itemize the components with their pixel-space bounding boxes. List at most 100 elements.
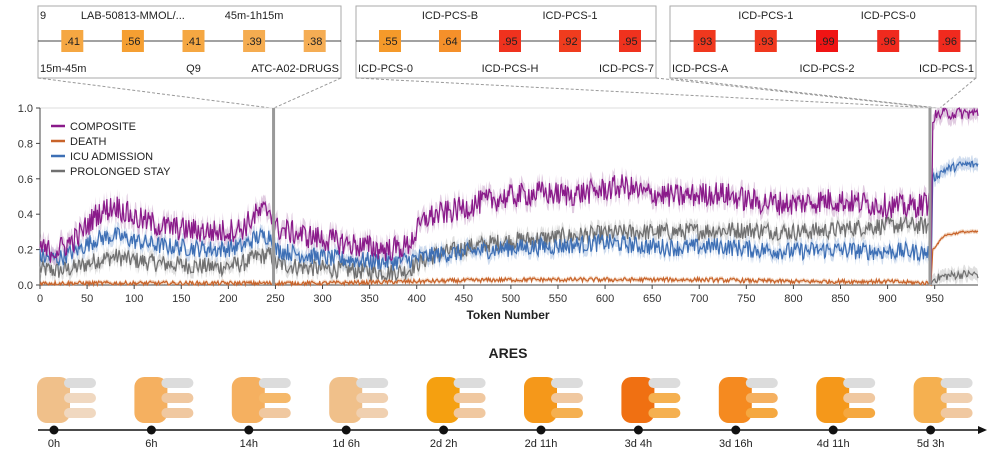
ares-main-block [231,377,265,423]
callout-bottom-label: ICD-PCS-7 [599,63,654,75]
timeline-dot [731,425,741,435]
callout-token-value: .96 [942,36,957,48]
callout-top-label: ICD-PCS-1 [738,10,793,22]
vertical-markers [272,108,932,285]
callout-top-label: ICD-PCS-1 [542,10,597,22]
callout-token-value: .92 [562,36,577,48]
callout-top-label: 9 [40,10,46,22]
callout-token-cell [61,30,84,52]
callout-token-cell [121,30,144,52]
callout-token-cell [816,30,838,52]
callout-token-value: .39 [246,36,261,48]
callout-bottom-label: ICD-PCS-0 [358,63,413,75]
ares-timeline: ARES 0h 6h 14h 1d 6h 2d 2h 2d 11h 3d 4h 3d 16h 4… [37,345,987,450]
callout-token-cell [303,30,326,52]
callout-token-cell [693,30,716,52]
ares-bar [940,393,973,403]
ares-bar [551,378,583,388]
ares-bar [453,408,486,418]
callout-connector [669,77,939,109]
timeline-dot [341,425,351,435]
ares-step: 3d 16h [718,377,778,450]
axes: 0.0 0.2 0.4 0.6 0.8 1.0 0 50 100 150 200 250 300 350 4… [18,103,978,305]
callout-token-value: .99 [819,36,834,48]
ares-bar [258,378,291,388]
callout-token-cell [243,30,266,52]
legend-entry: PROLONGED STAY [70,166,171,178]
x-tick-label: 550 [549,293,567,305]
x-tick-label: 850 [831,293,849,305]
y-tick-label: 1.0 [18,103,33,115]
timeline-label: 2d 11h [525,438,558,450]
callout-connector [655,77,937,109]
ares-main-block [621,377,655,423]
legend-entry: COMPOSITE [70,121,136,133]
x-tick-label: 450 [455,293,473,305]
ares-step: 3d 4h [621,377,681,450]
timeline-dot [828,425,838,435]
ares-title: ARES [489,345,528,361]
x-tick-label: 700 [690,293,708,305]
callout-connector [273,77,342,109]
ares-main-block [37,377,70,423]
x-tick-label: 800 [784,293,802,305]
callout-token-value: .93 [697,36,712,48]
timeline-dot [244,425,254,435]
callout-token-cell [559,30,581,52]
ares-bar [648,393,681,403]
ares-bar [745,378,778,388]
timeline-dot [146,425,156,435]
timeline-dot [439,425,449,435]
x-tick-label: 950 [925,293,943,305]
callout-top-label: ICD-PCS-0 [861,10,916,22]
callout-token-value: .96 [881,36,896,48]
y-tick-label: 0.8 [18,138,33,150]
ares-main-block [524,377,557,423]
x-axis-label: Token Number [466,308,549,322]
callouts: .41 .56 .41 .39 .38 9 LAB-50813-MMOL/... 45m-1h… [37,5,977,109]
x-tick-label: 0 [37,293,43,305]
x-tick-label: 650 [643,293,661,305]
ares-bar [843,408,876,418]
callout-token-cell [938,30,961,52]
x-tick-label: 500 [502,293,520,305]
timeline-label: 6h [145,438,157,450]
ares-step: 0h [37,377,96,450]
x-tick-label: 750 [737,293,755,305]
y-tick-label: 0.4 [18,209,33,221]
callout-bottom-label: ICD-PCS-H [482,63,539,75]
ares-main-block [134,377,168,423]
callout-connector [355,77,935,109]
callout-token-value: .41 [186,36,201,48]
timeline-arrowhead [978,426,987,434]
ares-bar [161,378,194,388]
x-tick-label: 300 [313,293,331,305]
series-lines [39,106,979,288]
ares-step: 4d 11h [816,377,876,450]
band-composite [40,108,978,285]
callout-top-label: LAB-50813-MMOL/... [81,10,185,22]
ares-main-block [329,377,363,423]
legend: COMPOSITE DEATH ICU ADMISSION PROLONGED STA… [51,121,171,178]
series-prolonged-stay [39,215,979,286]
ares-bar [648,378,681,388]
timeline-dot [49,425,59,435]
ares-main-block [816,377,850,423]
timeline-label: 0h [48,438,60,450]
ares-bar [258,408,291,418]
callout-bottom-label: Q9 [186,63,201,75]
callout-connector [37,77,272,109]
callout-token-cell [619,30,641,52]
y-tick-label: 0.2 [18,245,33,257]
callout-token-value: .56 [125,36,140,48]
x-tick-label: 600 [596,293,614,305]
ares-bar [64,393,96,403]
callout-token-cell [499,30,521,52]
y-tick-label: 0.0 [18,280,33,292]
timeline-label: 4d 11h [817,438,850,450]
legend-entry: ICU ADMISSION [70,151,153,163]
x-tick-label: 900 [878,293,896,305]
ares-bar [648,408,681,418]
line-chart: 0.0 0.2 0.4 0.6 0.8 1.0 0 50 100 150 200 250 300 350 4… [18,103,979,322]
callout-token-value: .64 [442,36,457,48]
